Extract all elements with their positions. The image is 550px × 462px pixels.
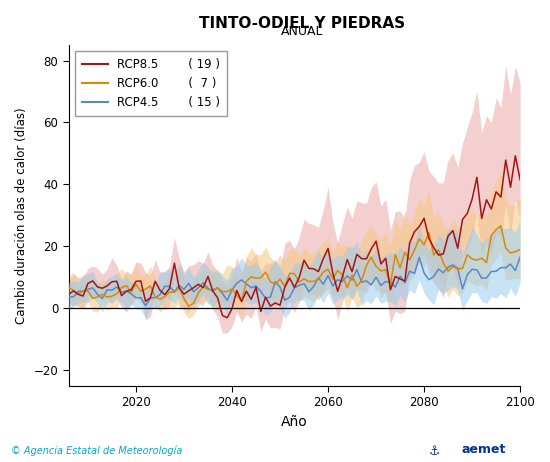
- Text: ANUAL: ANUAL: [281, 25, 324, 38]
- Y-axis label: Cambio duración olas de calor (días): Cambio duración olas de calor (días): [15, 107, 28, 323]
- X-axis label: Año: Año: [281, 414, 308, 429]
- Text: aemet: aemet: [461, 444, 506, 456]
- Text: ⚓: ⚓: [429, 445, 440, 458]
- Text: © Agencia Estatal de Meteorología: © Agencia Estatal de Meteorología: [11, 446, 183, 456]
- Legend: RCP8.5        ( 19 ), RCP6.0        (  7 ), RCP4.5        ( 15 ): RCP8.5 ( 19 ), RCP6.0 ( 7 ), RCP4.5 ( 15…: [75, 51, 227, 116]
- Text: TINTO-ODIEL Y PIEDRAS: TINTO-ODIEL Y PIEDRAS: [200, 16, 405, 31]
